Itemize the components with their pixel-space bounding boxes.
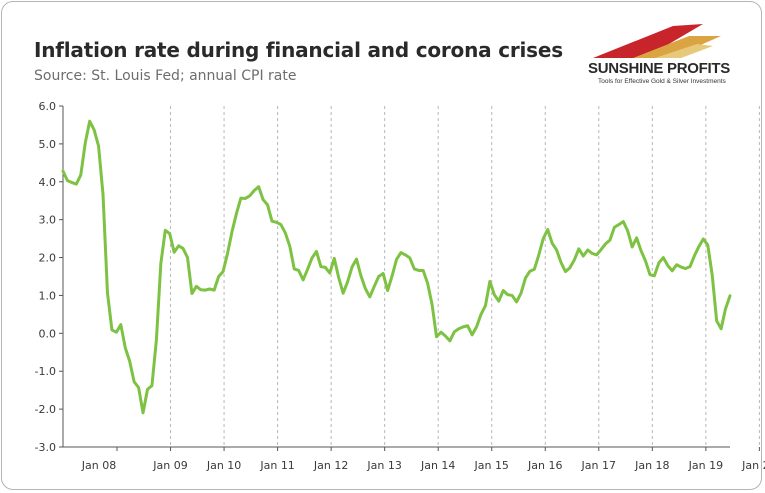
y-tick-label: 1.0 [39,289,57,302]
x-tick-label: Jan 13 [366,459,401,472]
chart-title: Inflation rate during financial and coro… [34,38,563,62]
x-tick-label: Jan 08 [81,459,116,472]
logo-ray-icon [655,44,713,58]
sunshine-profits-logo-icon [593,24,721,58]
x-tick-label: Jan 15 [473,459,508,472]
x-tick-label: Jan 19 [688,459,723,472]
chart-subtitle: Source: St. Louis Fed; annual CPI rate [34,68,297,84]
x-tick-label: Jan 09 [152,459,187,472]
y-tick-label: 5.0 [39,138,57,151]
x-tick-label: Jan 17 [581,459,616,472]
y-tick-label: -1.0 [35,365,56,378]
logo-name-left: SUNSHINE [588,60,664,77]
y-tick-label: 4.0 [39,176,57,189]
x-tick-label: Jan 20 [741,459,765,472]
logo-ray-icon [593,24,703,58]
x-tick-label: Jan 18 [634,459,669,472]
logo-tagline: Tools for Effective Gold & Silver Invest… [598,78,726,85]
y-tick-label: 6.0 [39,100,57,113]
y-tick-label: 3.0 [39,214,57,227]
x-tick-label: Jan 16 [527,459,562,472]
x-tick-label: Jan 12 [313,459,348,472]
inflation-series-line [61,119,732,415]
y-tick-label: 2.0 [39,252,57,265]
logo-ray-icon [633,36,721,58]
y-tick-label: -2.0 [35,403,56,416]
x-tick-label: Jan 14 [420,459,455,472]
y-tick-label: -3.0 [35,441,56,454]
x-tick-label: Jan 11 [259,459,294,472]
logo-name: SUNSHINE PROFITS [588,60,730,77]
y-tick-label: 0.0 [39,327,57,340]
logo-name-right: PROFITS [667,60,730,77]
x-tick-label: Jan 10 [206,459,241,472]
